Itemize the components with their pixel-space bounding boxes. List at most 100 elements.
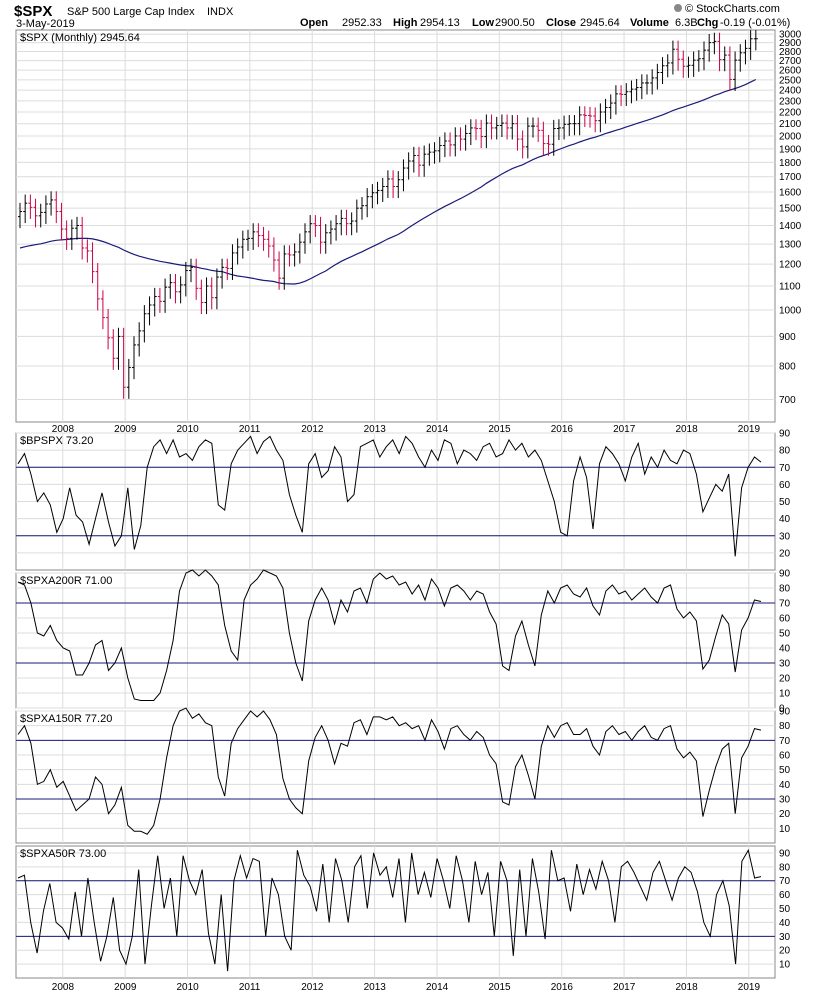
y-tick-label: 60 [779,614,791,625]
open-value: 2952.33 [342,17,382,29]
x-tick-label: 2016 [551,424,574,435]
price-bar [707,34,712,62]
price-bar [370,184,375,209]
y-tick-label: 10 [779,689,791,700]
low-value: 2900.50 [495,17,535,29]
price-bar [738,44,743,72]
panel-label: $SPXA150R 77.20 [20,713,112,725]
panel-label: $BPSPX 73.20 [20,435,93,447]
y-tick-label: 20 [779,809,791,820]
panel-frame [15,710,776,844]
y-tick-label: 60 [779,480,791,491]
price-bar [246,229,250,251]
price-bar [349,212,354,236]
price-bar [111,329,116,370]
price-bar [629,80,634,104]
price-bar [75,216,79,240]
price-bar [645,74,649,95]
price-bar [733,51,738,91]
price-bar [194,258,199,300]
y-tick-label: 2600 [779,66,802,77]
chart-panels: 7008009001000110012001300140015001600170… [15,29,802,993]
y-tick-label: 40 [779,514,791,525]
x-tick-label: 2014 [426,982,449,993]
price-bar [505,114,510,140]
price-bar [598,103,603,133]
price-bar [85,239,90,263]
price-bar [334,215,339,241]
x-tick-label: 2009 [114,424,137,435]
price-bar [391,170,396,199]
price-bar [152,287,157,317]
price-bar [681,50,686,78]
price-bar [531,117,535,138]
x-tick-label: 2011 [239,424,261,435]
exchange-label: INDX [207,6,234,18]
price-bar [712,32,717,55]
price-bar [173,273,178,304]
price-bar [277,251,282,290]
price-bar [132,336,136,380]
price-bar [624,83,629,106]
price-bar [619,85,624,106]
price-bar [339,209,344,236]
price-bar [722,46,727,72]
price-bar [650,69,655,95]
price-bar [23,194,28,224]
price-bar [743,39,748,65]
price-bar [536,117,541,142]
y-tick-label: 2000 [779,131,802,142]
price-bar [608,94,613,120]
price-bar [411,146,416,173]
y-tick-label: 30 [779,659,791,670]
y-tick-label: 2100 [779,119,802,130]
price-bar [251,223,256,250]
x-axis: 2008 2009 2010 2011 2012 2013 2014 2015 2016 2017… [52,424,761,435]
price-bar [266,230,271,258]
price-bar [33,198,38,228]
open-label: Open [300,17,328,29]
panel-1: 20 30 40 50 60 70 80 90 $BPSPX 73.20 [15,429,791,571]
y-tick-label: 10 [779,824,791,835]
y-tick-label: 80 [779,862,791,873]
price-bar [432,142,437,164]
price-bar [54,191,59,224]
y-tick-label: 2900 [779,38,802,49]
price-bar [116,327,121,370]
stockcharts-logo: © StockCharts.com [674,3,780,15]
panel-frame [15,845,776,979]
price-bar [261,226,266,251]
indicator-line [17,569,762,701]
price-bar [691,51,696,77]
price-bar [178,276,183,304]
y-tick-label: 900 [779,332,796,343]
price-bar [354,199,359,233]
price-bar [204,277,209,315]
x-tick-label: 2019 [738,982,761,993]
price-bar [313,215,318,238]
price-bar [670,40,675,75]
y-tick-label: 1500 [779,204,802,215]
y-tick-label: 800 [779,361,796,372]
y-tick-label: 80 [779,721,791,732]
price-bar [64,220,69,250]
x-tick-label: 2015 [488,982,511,993]
price-bar [126,358,131,399]
price-bar [468,119,473,146]
price-bar [49,191,54,216]
panel-2: 0 10 20 30 40 50 60 70 80 90 $SPXA200R 71.00 [15,569,791,715]
price-bar [453,127,458,157]
price-bar [588,106,592,128]
y-tick-label: 70 [779,876,791,887]
price-bar [422,145,427,177]
y-tick-label: 1800 [779,158,802,169]
x-tick-label: 2010 [177,982,200,993]
price-bar [292,243,297,267]
y-tick-label: 50 [779,765,791,776]
y-tick-label: 90 [779,707,791,718]
price-bar [546,134,551,156]
x-tick-label: 2012 [301,982,324,993]
high-value: 2954.13 [420,17,460,29]
price-bar [448,132,453,157]
